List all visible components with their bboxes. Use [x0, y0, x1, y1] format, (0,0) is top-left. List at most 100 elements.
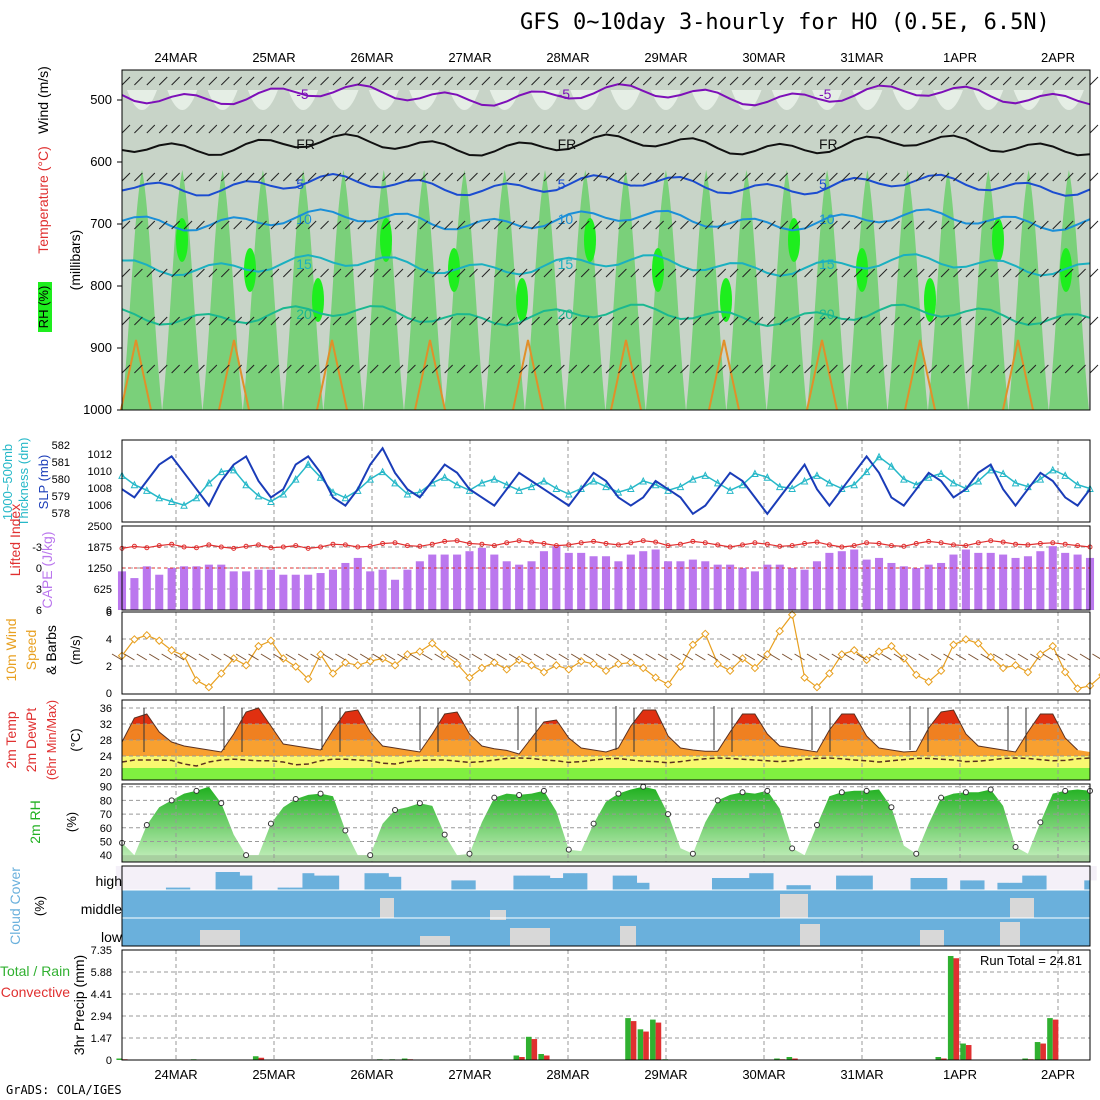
rh2m-point — [987, 786, 994, 793]
wind-barb — [456, 268, 466, 278]
slp-tick-label: 1010 — [88, 466, 112, 478]
wind-barb — [220, 124, 230, 134]
wind-barb — [928, 268, 938, 278]
wind-barb — [829, 316, 838, 326]
wind-barb — [158, 172, 168, 182]
precip-total-bar — [774, 1058, 780, 1060]
wind-speed-point — [787, 610, 797, 619]
wind-speed-point — [440, 650, 449, 659]
wind-barb — [965, 220, 975, 230]
cloud-high-gap — [376, 866, 390, 874]
rh-high-region — [686, 170, 727, 410]
wind-barb — [1089, 220, 1099, 230]
pressure-tick-label: 500 — [90, 92, 112, 107]
rh2m-point — [540, 787, 547, 794]
wind10m-barb — [695, 653, 706, 661]
lifted-index-point — [516, 538, 522, 544]
wind-barb — [134, 316, 143, 326]
wind-barb — [630, 124, 640, 134]
cloud-high-gap — [1058, 866, 1072, 890]
wind-barb — [642, 124, 652, 134]
lifted-index-point — [1000, 539, 1006, 545]
lifted-index-point — [690, 538, 696, 544]
cloud-mid-block — [380, 898, 394, 918]
wind-speed-point — [936, 666, 946, 676]
thickness-point — [701, 471, 710, 479]
cape-bar — [899, 566, 908, 610]
cloud-high-gap — [649, 866, 663, 890]
date-label-top: 30MAR — [742, 50, 785, 65]
rh2m-point — [590, 820, 597, 827]
wind-barb — [320, 316, 329, 326]
cape-bar — [155, 574, 164, 610]
cape-bar — [912, 568, 921, 610]
wind-speed-point — [1073, 684, 1082, 693]
wind-barb — [580, 316, 590, 326]
wind10m-barb — [1042, 653, 1054, 661]
precip-convective-bar — [643, 1031, 649, 1060]
wind-barb — [878, 172, 888, 182]
wind-barb — [407, 220, 416, 230]
date-label-top: 27MAR — [448, 50, 491, 65]
wind-barb — [282, 76, 292, 86]
thickness-point — [676, 482, 685, 491]
wind-barb — [307, 364, 317, 374]
rh2m-point — [789, 845, 796, 852]
wind-barb — [332, 316, 342, 326]
rh-saturated-region — [788, 218, 800, 262]
wind-barb — [196, 76, 205, 86]
wind-barb — [1052, 220, 1062, 230]
wind-barb — [444, 124, 454, 134]
wind-barb — [431, 268, 441, 278]
rh-high-region — [847, 170, 888, 410]
lifted-index-point — [417, 543, 423, 549]
lifted-index-point — [392, 540, 398, 546]
wind-speed-point — [626, 658, 636, 667]
cloud-low-block — [420, 936, 450, 946]
wind-barb — [804, 76, 813, 86]
lifted-index-point — [702, 540, 708, 546]
wind-speed-point — [204, 682, 214, 692]
wind-barb — [146, 124, 156, 134]
rh2m-point — [689, 850, 696, 857]
wind-barb — [493, 76, 503, 86]
date-label-bottom: 29MAR — [644, 1067, 687, 1082]
wind-barb — [345, 220, 354, 230]
wind-barb — [444, 220, 454, 230]
wind-barb — [1052, 364, 1062, 374]
temperature-contour-25 — [610, 339, 642, 411]
wind-barb — [940, 220, 950, 230]
wind-barb — [531, 220, 540, 230]
rh-saturated-region — [380, 218, 392, 262]
thickness-point — [143, 486, 151, 494]
wind-barb — [1064, 364, 1074, 374]
wind-barb — [853, 220, 863, 230]
li-tick-label: 6 — [36, 605, 42, 617]
wind-barb — [171, 364, 180, 374]
wind-barb — [1089, 316, 1099, 326]
contour-label: 20 — [296, 306, 312, 322]
wind-barb — [320, 268, 329, 278]
wind-unit-label: (m/s) — [68, 635, 83, 665]
wind-barb — [307, 220, 317, 230]
temp-band — [122, 756, 1090, 768]
wind-barb — [506, 220, 516, 230]
wind-barb — [915, 76, 925, 86]
wind-speed-point — [179, 651, 189, 660]
wind-barb — [245, 220, 255, 230]
cape-bar — [242, 571, 251, 610]
cloud-high-gap — [922, 866, 936, 878]
rh2m-point — [441, 831, 448, 838]
wind-barb — [704, 316, 714, 326]
wind-barb — [1027, 76, 1037, 86]
thickness-point — [825, 478, 834, 487]
wind-barb — [1089, 76, 1099, 86]
wind10m-barb — [769, 653, 781, 661]
wind-speed-point — [266, 636, 276, 645]
lifted-index-point — [826, 542, 832, 548]
precip-total-bar — [625, 1018, 631, 1060]
wind-speed-point — [477, 663, 487, 673]
slp-line — [121, 446, 1091, 516]
wind-barb — [593, 268, 602, 278]
temperature-contour — [121, 172, 1091, 197]
